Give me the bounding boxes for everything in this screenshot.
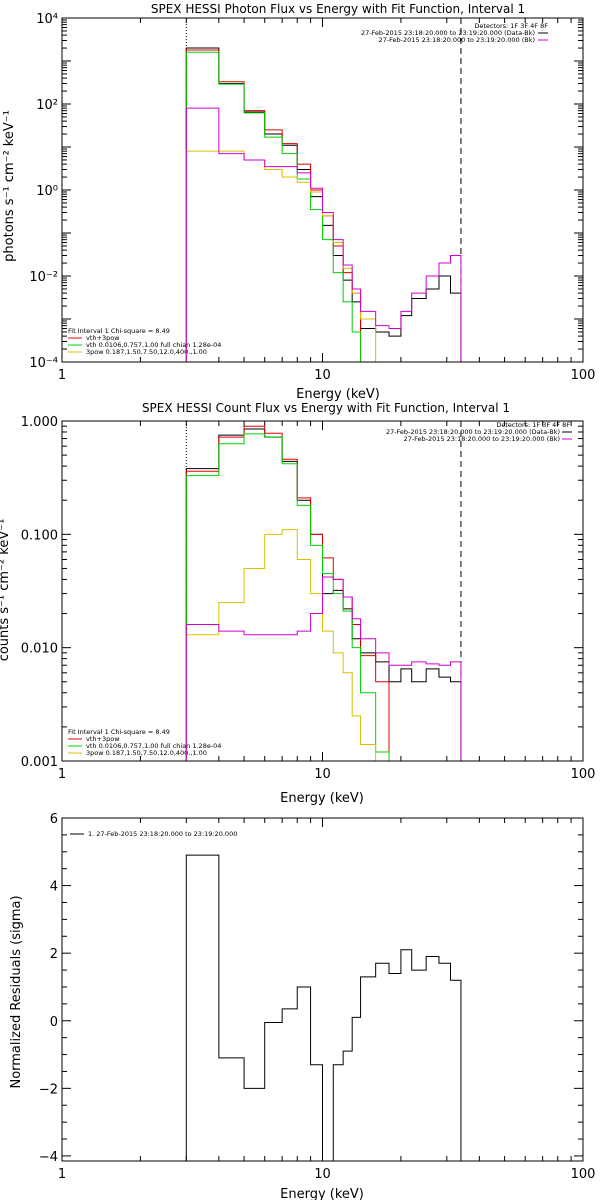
y-tick-label: 1.000 [21,415,58,430]
y-tick-label: 2 [50,947,58,962]
y-tick-label: 10⁴ [36,12,58,27]
series-1 [185,854,462,1161]
count-flux-title: SPEX HESSI Count Flux vs Energy with Fit… [142,401,510,415]
legend-header: Detectors: 1F 3F 4F 8F [474,22,548,30]
legend-entry: 1. 27-Feb-2015 23:18:20.000 to 23:19:20.… [88,830,237,838]
series-data-bk [185,47,462,362]
series-vth-3pow [185,49,362,362]
x-tick-label: 1 [58,767,66,782]
photon-flux-ylabel: photons s⁻¹ cm⁻² keV⁻¹ [2,110,17,262]
y-tick-label: 10⁻⁴ [29,356,58,371]
count-flux-panel: SPEX HESSI Count Flux vs Energy with Fit… [0,401,595,806]
plot-area: 1 10 100 10⁻⁴ 10⁻² 10⁰ 10² 10⁴ [29,12,595,383]
count-flux-legend-fit: Fit Interval 1 Chi-square = 8.49 vth+3po… [68,728,221,757]
x-tick-label: 100 [571,368,596,383]
legend-header: Fit Interval 1 Chi-square = 8.49 [68,327,170,335]
x-tick-label: 100 [571,1167,596,1182]
y-tick-label: 0.010 [21,642,58,657]
plot-frame [61,420,584,762]
legend-entry: vth+3pow [86,735,120,743]
count-flux-ylabel: counts s⁻¹ cm⁻² keV⁻¹ [0,519,12,662]
series-3pow [185,150,389,362]
photon-flux-legend-fit: Fit Interval 1 Chi-square = 8.49 vth+3po… [68,327,221,356]
y-tick-label: 0.001 [21,755,58,770]
legend-entry: 3pow 0.187,1.50,7.50,12.0,400.,1.00 [86,749,207,757]
legend-entry: vth 0.0106,0.757,1.00 full chian 1.28e-0… [86,341,221,349]
photon-flux-title: SPEX HESSI Photon Flux vs Energy with Fi… [151,2,525,16]
legend-entry: 27-Feb-2015 23:18:20.000 to 23:19:20.000… [386,428,560,436]
photon-flux-panel: SPEX HESSI Photon Flux vs Energy with Fi… [2,2,595,402]
y-tick-label: 10⁻² [29,270,58,285]
plot-area: 1 10 100 0.001 0.010 0.100 1.000 [21,415,596,782]
y-tick-label: −2 [39,1082,58,1097]
series-data-bk [185,428,462,761]
residuals-ylabel: Normalized Residuals (sigma) [9,895,24,1088]
series-vth [185,51,376,362]
photon-flux-xlabel: Energy (keV) [296,387,380,402]
legend-entry: 3pow 0.187,1.50,7.50,12.0,400.,1.00 [86,348,207,356]
plot-area: 1 10 100 −4 −2 0 2 4 6 [39,812,596,1182]
photon-flux-legend-detectors: Detectors: 1F 3F 4F 8F 27-Feb-2015 23:18… [361,22,548,44]
series-group [185,425,462,761]
legend-entry: vth 0.0106,0.757,1.00 full chian 1.28e-0… [86,742,221,750]
x-tick-label: 1 [58,368,66,383]
y-tick-label: −4 [39,1150,58,1165]
y-tick-label: 0 [50,1015,58,1030]
legend-entry: 27-Feb-2015 23:18:20.000 to 23:19:20.000… [404,435,560,443]
y-tick-label: 6 [50,812,58,827]
x-tick-label: 1 [58,1167,66,1182]
legend-entry: 27-Feb-2015 23:18:20.000 to 23:19:20.000… [361,29,535,37]
series-3pow [185,529,389,761]
plot-frame [61,17,584,363]
x-tick-label: 10 [314,1167,331,1182]
legend-entry: 27-Feb-2015 23:18:20.000 to 23:19:20.000… [379,36,535,44]
series-bk [185,576,462,761]
residuals-legend: 1. 27-Feb-2015 23:18:20.000 to 23:19:20.… [88,830,237,838]
count-flux-xlabel: Energy (keV) [280,791,364,806]
series-vth [185,433,390,761]
series-vth-3pow [185,425,390,761]
x-tick-label: 100 [571,767,596,782]
legend-header: Detectors: 1F 3F 4F 8F [496,421,570,429]
y-tick-label: 10⁰ [36,184,58,199]
y-tick-label: 0.100 [21,528,58,543]
count-flux-legend-detectors: Detectors: 1F 3F 4F 8F 27-Feb-2015 23:18… [386,421,570,443]
x-tick-label: 10 [314,368,331,383]
residuals-panel: Energy (keV) Normalized Residuals (sigma… [9,812,596,1202]
x-tick-label: 10 [314,767,331,782]
y-tick-label: 10² [36,98,58,113]
series-group [185,47,462,362]
y-tick-label: 4 [50,880,58,895]
plot-frame [61,817,584,1162]
series-bk [185,107,462,362]
residuals-xlabel: Energy (keV) [280,1187,364,1200]
legend-header: Fit Interval 1 Chi-square = 8.49 [68,728,170,736]
series-group [185,854,462,1161]
legend-entry: vth+3pow [86,334,120,342]
